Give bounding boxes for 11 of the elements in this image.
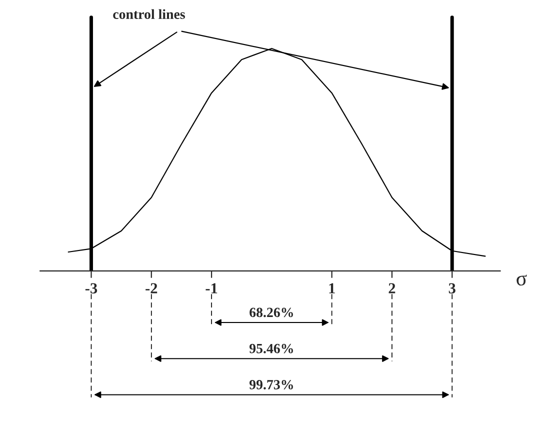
ref-line-label: control lines bbox=[113, 9, 185, 19]
x-tick-label: -1 bbox=[206, 283, 218, 294]
x-tick-label: 3 bbox=[448, 283, 456, 294]
x-tick-label: 1 bbox=[329, 283, 335, 294]
x-tick-label: 2 bbox=[388, 283, 396, 294]
text: 99.73% bbox=[249, 380, 293, 390]
text: 68.26% bbox=[250, 308, 293, 318]
x-tick-label: -2 bbox=[146, 283, 158, 294]
text: 95.46% bbox=[249, 344, 293, 354]
x-axis-title: σ bbox=[516, 274, 527, 286]
x-tick-label: -3 bbox=[85, 283, 98, 294]
